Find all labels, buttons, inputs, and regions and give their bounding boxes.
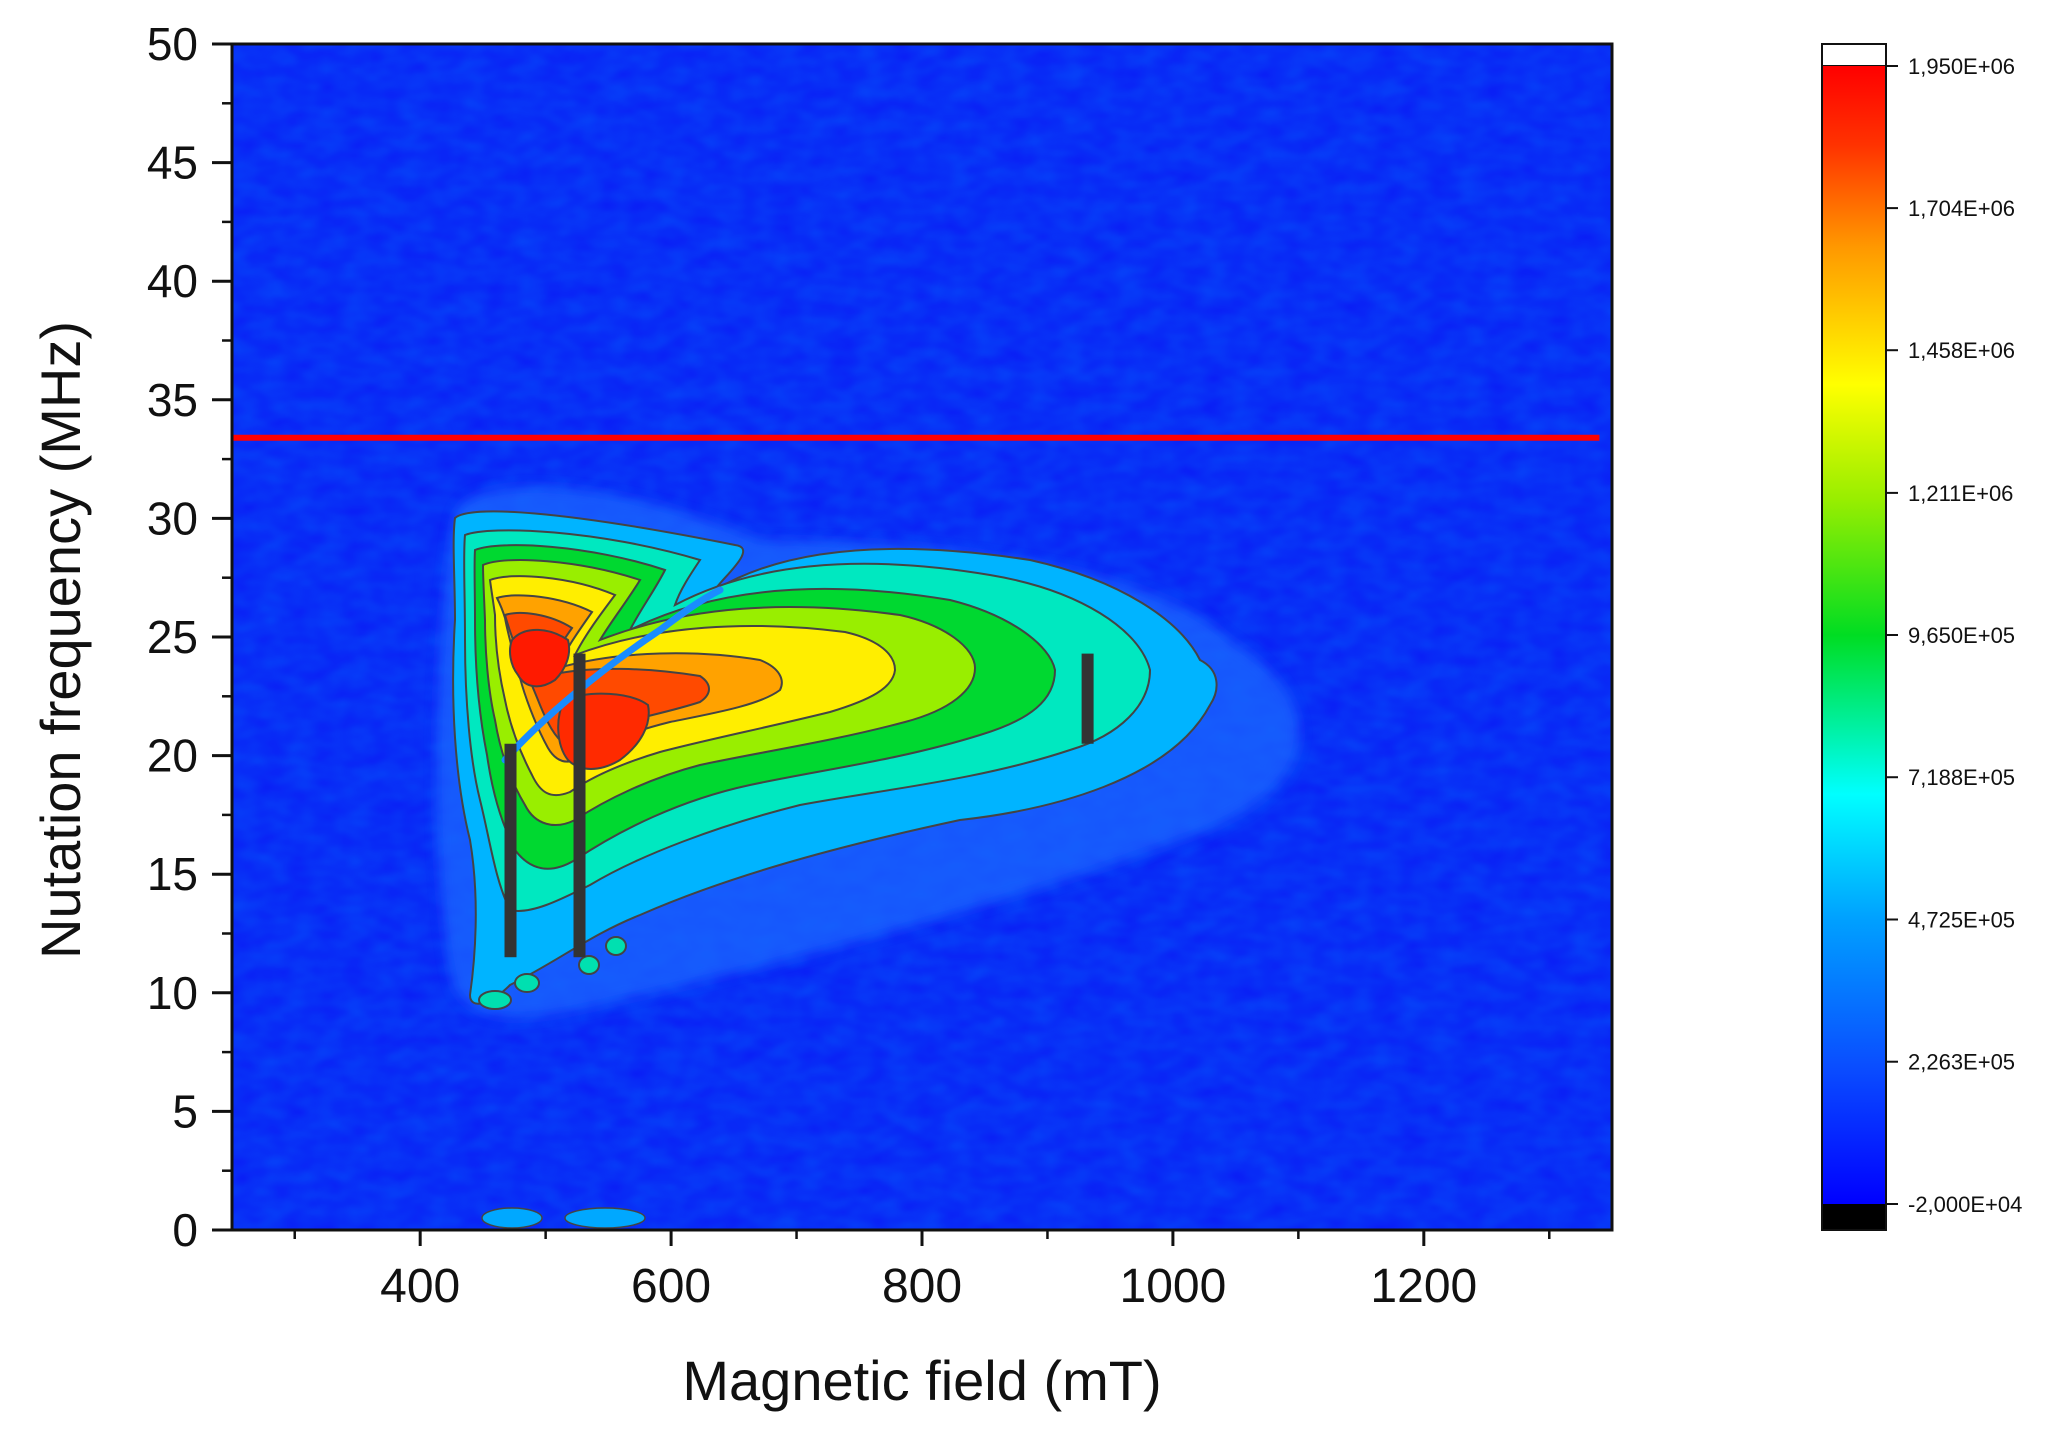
contour-bands — [436, 487, 1300, 1229]
marker-bar — [504, 743, 517, 958]
marker-bar — [573, 653, 586, 958]
x-tick-label: 600 — [631, 1260, 711, 1313]
contour-ridge — [501, 586, 724, 764]
colorbar-frame — [1821, 43, 1887, 1231]
blob — [478, 990, 512, 1010]
y-tick-label: 35 — [147, 374, 198, 426]
y-axis-title: Nutation frequency (MHz) — [29, 321, 92, 959]
colorbar-above — [1821, 43, 1887, 67]
y-tick-label: 40 — [147, 255, 198, 307]
colorbar-tick-label: -2,000E+04 — [1908, 1192, 2022, 1217]
y-tick-label: 45 — [147, 137, 198, 189]
colorbar-tick-label: 1,458E+06 — [1908, 338, 2015, 363]
y-tick-label: 20 — [147, 730, 198, 782]
x-axis: 400 600 800 1000 1200 — [293, 1230, 1551, 1313]
y-tick-label: 15 — [147, 848, 198, 900]
x-tick-label: 1200 — [1370, 1260, 1477, 1313]
y-tick-label: 50 — [147, 18, 198, 70]
y-axis: 0 5 10 15 20 25 30 35 40 45 50 — [147, 18, 232, 1256]
peak-left — [509, 628, 571, 688]
markers — [504, 653, 1094, 958]
colorbar-tick-label: 2,263E+05 — [1908, 1050, 2015, 1075]
colorbar-below — [1822, 1204, 1886, 1230]
y-tick-label: 25 — [147, 611, 198, 663]
colorbar-ticks: 1,950E+06 1,704E+06 1,458E+06 1,211E+06 9,65… — [1886, 54, 2022, 1217]
x-tick-label: 1000 — [1120, 1260, 1227, 1313]
blob — [578, 955, 600, 975]
x-axis-title: Magnetic field (mT) — [682, 1349, 1161, 1412]
colorbar: 1,950E+06 1,704E+06 1,458E+06 1,211E+06 9,65… — [1821, 43, 2022, 1231]
marker-bar — [1081, 653, 1094, 744]
colorbar-tick-label: 1,704E+06 — [1908, 196, 2015, 221]
blob — [514, 973, 540, 993]
blob — [605, 936, 627, 956]
y-tick-label: 0 — [172, 1204, 198, 1256]
colorbar-tick-label: 1,950E+06 — [1908, 54, 2015, 79]
blob — [564, 1207, 646, 1229]
y-tick-label: 30 — [147, 492, 198, 544]
plot-area — [230, 42, 1614, 1232]
x-tick-label: 800 — [882, 1260, 962, 1313]
y-tick-label: 10 — [147, 967, 198, 1019]
colorbar-tick-label: 4,725E+05 — [1908, 908, 2015, 933]
colorbar-tick-label: 7,188E+05 — [1908, 765, 2015, 790]
y-tick-label: 5 — [172, 1085, 198, 1137]
colorbar-tick-label: 1,211E+06 — [1908, 481, 2013, 506]
colorbar-gradient — [1822, 66, 1886, 1204]
blob — [481, 1207, 543, 1229]
colorbar-tick-label: 9,650E+05 — [1908, 623, 2015, 648]
x-tick-label: 400 — [380, 1260, 460, 1313]
